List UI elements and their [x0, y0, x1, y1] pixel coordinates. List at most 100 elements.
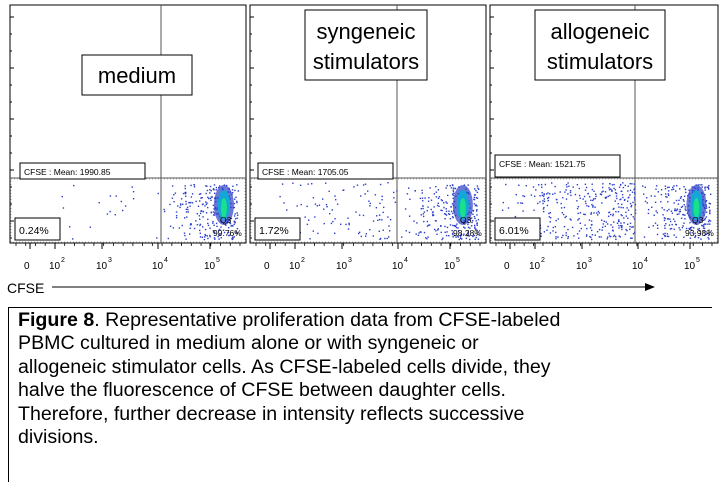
scatter-dot — [364, 183, 367, 185]
scatter-dot — [662, 233, 665, 235]
scatter-dot — [583, 195, 586, 198]
scatter-dot — [657, 227, 659, 229]
scatter-dot — [461, 238, 463, 240]
stat-box — [19, 162, 146, 180]
scatter-dot — [437, 228, 439, 230]
scatter-dot — [441, 238, 443, 241]
scatter-dot — [606, 238, 608, 240]
scatter-dot — [632, 201, 634, 204]
scatter-dot — [542, 195, 545, 197]
scatter-dot — [362, 214, 365, 217]
scatter-dot — [676, 213, 678, 216]
scatter-dot — [666, 233, 669, 235]
scatter-dot — [469, 219, 471, 221]
scatter-dot — [387, 216, 389, 218]
scatter-dot — [440, 199, 443, 201]
scatter-dot — [217, 235, 219, 238]
scatter-dot — [707, 187, 710, 190]
scatter-dot — [534, 195, 536, 197]
scatter-dot — [179, 206, 181, 209]
scatter-dot — [584, 224, 586, 226]
scatter-dot — [325, 182, 327, 184]
scatter-dot — [189, 233, 191, 235]
scatter-dot — [537, 202, 539, 205]
scatter-dot — [680, 217, 683, 219]
scatter-dot — [455, 226, 458, 229]
scatter-dot — [212, 214, 215, 216]
scatter-dot — [210, 190, 212, 192]
scatter-dot — [699, 230, 701, 232]
scatter-dot — [189, 201, 191, 204]
scatter-dot — [557, 218, 559, 220]
scatter-dot — [435, 220, 437, 222]
scatter-dot — [436, 233, 438, 235]
panel-title-line: stimulators — [313, 49, 419, 74]
scatter-dot — [679, 210, 682, 213]
scatter-dot — [576, 207, 579, 210]
scatter-dot — [336, 203, 339, 205]
scatter-dot — [555, 236, 557, 238]
gate-region — [490, 178, 718, 243]
scatter-dot — [620, 222, 622, 224]
scatter-dot — [316, 205, 318, 207]
scatter-dot — [585, 186, 588, 189]
scatter-dot — [213, 212, 216, 214]
scatter-dot — [233, 220, 235, 222]
scatter-dot — [676, 209, 678, 211]
scatter-dot — [598, 236, 600, 238]
scatter-dot — [199, 218, 201, 220]
scatter-dot — [549, 221, 551, 223]
scatter-dot — [445, 210, 448, 213]
scatter-dot — [311, 183, 313, 185]
scatter-dot — [672, 188, 675, 190]
scatter-dot — [596, 231, 599, 233]
scatter-dot — [580, 227, 582, 230]
scatter-dot — [680, 206, 683, 208]
x-tick-exponent: 2 — [301, 257, 305, 264]
scatter-dot — [423, 220, 425, 223]
scatter-dot — [381, 195, 383, 198]
scatter-dot — [664, 224, 666, 227]
scatter-dot — [445, 213, 447, 215]
scatter-dot — [457, 230, 460, 232]
scatter-dot — [682, 199, 685, 201]
scatter-dot — [684, 188, 687, 190]
scatter-dot — [201, 197, 203, 199]
scatter-dot — [593, 190, 595, 192]
scatter-dot — [608, 187, 610, 189]
scatter-dot — [449, 185, 451, 187]
scatter-dot — [589, 196, 591, 198]
panel-title-box — [304, 9, 428, 81]
scatter-dot — [669, 220, 672, 223]
scatter-dot — [184, 217, 186, 219]
scatter-dot — [585, 202, 587, 205]
scatter-dot — [617, 211, 620, 213]
scatter-dot — [426, 225, 429, 227]
scatter-dot — [589, 227, 592, 229]
scatter-dot — [445, 208, 447, 210]
scatter-dot — [372, 220, 375, 222]
scatter-dot — [632, 233, 635, 235]
scatter-dot — [630, 204, 633, 207]
scatter-dot — [206, 235, 208, 237]
scatter-dot — [231, 236, 234, 238]
scatter-dot — [608, 232, 610, 235]
scatter-dot — [451, 193, 454, 195]
scatter-dot — [204, 228, 207, 231]
panel-frame — [9, 4, 247, 244]
x-tick-exponent: 5 — [456, 257, 460, 264]
scatter-dot — [570, 219, 572, 221]
scatter-dot — [704, 186, 706, 188]
scatter-dot — [452, 216, 454, 219]
scatter-dot — [683, 204, 685, 206]
scatter-dot — [567, 237, 569, 240]
panels: medium CFSE : Mean: 1990.85 0.24% Q3 99.76% 0… — [9, 4, 719, 272]
scatter-dot — [202, 226, 204, 228]
scatter-dot — [470, 217, 473, 219]
scatter-dot — [299, 184, 302, 186]
scatter-dot — [122, 209, 124, 212]
scatter-dot — [378, 214, 381, 216]
scatter-dot — [422, 200, 424, 202]
scatter-dot — [445, 234, 448, 237]
scatter-dot — [210, 211, 212, 213]
